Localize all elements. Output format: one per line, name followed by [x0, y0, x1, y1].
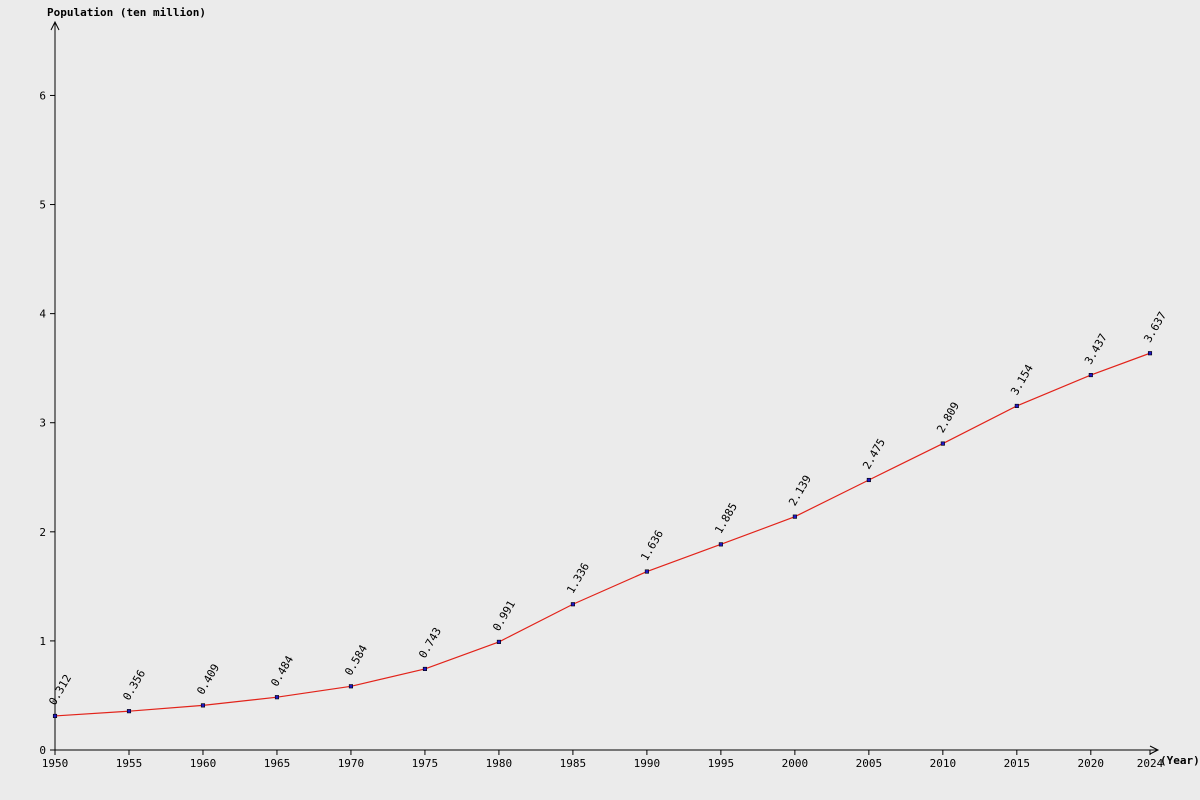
point-value-label: 0.312: [46, 672, 74, 707]
x-axis-title: (Year): [1160, 754, 1200, 767]
y-tick-label: 4: [39, 308, 46, 321]
point-value-label: 1.336: [564, 561, 592, 596]
y-tick-label: 2: [39, 526, 46, 539]
point-value-label: 3.637: [1141, 310, 1169, 345]
data-point: [127, 709, 130, 713]
point-value-label: 1.885: [712, 501, 740, 536]
x-tick-label: 2010: [930, 757, 957, 770]
point-value-label: 2.809: [934, 400, 962, 435]
y-tick-label: 3: [39, 417, 46, 430]
x-ticks: 1950 1955 1960 1965 1970 1975 1980 1985 1990 1995…: [42, 750, 1164, 770]
data-point: [423, 667, 427, 671]
y-tick-label: 5: [39, 199, 46, 212]
x-tick-label: 2000: [782, 757, 809, 770]
data-point: [201, 704, 205, 708]
data-point: [941, 442, 945, 446]
data-point: [1148, 351, 1152, 355]
point-value-label: 2.475: [860, 436, 888, 471]
axes-group: [51, 22, 1158, 754]
population-line-chart: Population (ten million) (Year) 1950 1955…: [0, 0, 1200, 800]
point-value-label: 1.636: [638, 528, 666, 563]
data-point: [349, 685, 353, 689]
data-point: [1015, 404, 1019, 408]
x-tick-label: 1965: [264, 757, 291, 770]
x-tick-label: 1970: [338, 757, 365, 770]
data-point: [53, 714, 57, 718]
x-tick-label: 2024: [1137, 757, 1164, 770]
x-tick-label: 1995: [708, 757, 735, 770]
data-point: [497, 640, 501, 644]
x-tick-label: 1980: [486, 757, 513, 770]
y-ticks: 0 1 2 3 4 5 6: [39, 89, 55, 757]
point-value-label: 3.154: [1008, 362, 1036, 398]
data-point: [571, 603, 575, 607]
point-labels: 0.312 0.356 0.409 0.484 0.584 0.743 0.991 1.336…: [46, 310, 1169, 708]
x-tick-label: 1985: [560, 757, 587, 770]
point-value-label: 0.409: [194, 662, 222, 697]
data-point: [1089, 373, 1093, 377]
point-value-label: 0.356: [120, 667, 148, 702]
x-tick-label: 2020: [1078, 757, 1105, 770]
y-axis-title: Population (ten million): [47, 6, 206, 19]
y-tick-label: 1: [39, 635, 46, 648]
x-tick-label: 1960: [190, 757, 217, 770]
x-tick-label: 1950: [42, 757, 69, 770]
point-value-label: 0.584: [342, 642, 370, 678]
x-tick-label: 1955: [116, 757, 143, 770]
x-tick-label: 1990: [634, 757, 661, 770]
y-tick-label: 0: [39, 744, 46, 757]
point-value-label: 0.484: [268, 653, 296, 689]
data-point: [645, 570, 649, 574]
data-point: [867, 478, 871, 482]
data-point: [719, 543, 723, 547]
series-markers: [53, 351, 1152, 717]
x-tick-label: 2015: [1004, 757, 1031, 770]
y-tick-label: 6: [39, 89, 46, 102]
point-value-label: 3.437: [1082, 331, 1110, 366]
data-point: [793, 515, 797, 519]
data-point: [275, 695, 279, 699]
point-value-label: 0.991: [490, 598, 518, 633]
x-tick-label: 2005: [856, 757, 883, 770]
x-tick-label: 1975: [412, 757, 439, 770]
series-line: [55, 353, 1150, 716]
point-value-label: 2.139: [786, 473, 814, 508]
point-value-label: 0.743: [416, 625, 444, 660]
